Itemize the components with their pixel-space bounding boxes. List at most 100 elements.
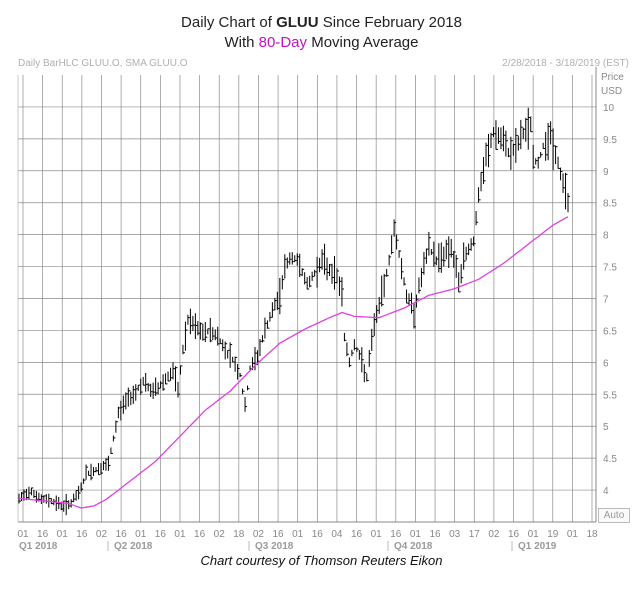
price-bar: [473, 236, 476, 247]
price-bar: [547, 122, 551, 161]
price-bar: [423, 252, 426, 275]
price-bar: [555, 145, 558, 165]
x-tick-label: 01: [528, 529, 540, 540]
y-axis-title-currency: USD: [601, 86, 622, 97]
x-tick-label: 16: [429, 529, 441, 540]
price-bar: [266, 320, 270, 329]
price-bar: [381, 275, 384, 307]
price-bar: [102, 461, 106, 471]
price-bar: [217, 326, 220, 346]
price-bar: [120, 400, 123, 421]
price-bar: [448, 236, 451, 269]
y-axis-title-price: Price: [601, 72, 624, 83]
price-bar: [48, 493, 51, 508]
price-bar: [463, 242, 466, 270]
x-tick-label: 16: [76, 529, 88, 540]
price-bar: [105, 458, 108, 471]
price-bar: [314, 269, 317, 277]
price-bar: [468, 243, 471, 256]
price-bar: [254, 347, 257, 371]
y-tick-label: 8.5: [603, 199, 617, 210]
price-bar: [450, 239, 454, 258]
price-bar: [95, 467, 99, 473]
price-bar: [522, 127, 526, 139]
price-bar: [115, 420, 118, 433]
price-bar: [137, 384, 141, 391]
price-bar: [93, 467, 96, 476]
price-bar: [433, 241, 436, 268]
price-bar: [165, 373, 168, 385]
price-bar: [478, 187, 481, 203]
price-bar: [346, 342, 349, 357]
price-bar: [175, 366, 178, 392]
axes: 4 4.5 5 5.5 6 6.5 7 7.5 8 8.5 9 9.5 10 01 16 01 16 02 16 01…: [17, 67, 617, 552]
price-bar: [401, 258, 404, 280]
price-bar: [150, 383, 153, 398]
y-tick-label: 7: [603, 295, 609, 306]
price-bar: [162, 374, 166, 391]
price-bar: [517, 135, 521, 151]
price-bar: [443, 246, 446, 267]
price-bar: [363, 364, 367, 383]
price-bar: [199, 322, 203, 340]
price-bar: [488, 133, 491, 168]
price-bar: [299, 253, 302, 277]
price-bar: [247, 385, 250, 391]
price-bar: [264, 317, 267, 339]
price-bar: [259, 339, 262, 357]
price-bar: [110, 447, 113, 454]
price-bar: [68, 500, 71, 510]
price-bar: [28, 486, 31, 500]
price-bar: [550, 121, 553, 145]
price-bar: [147, 382, 151, 392]
price-bar: [194, 313, 198, 340]
price-bar: [331, 263, 335, 284]
price-bar: [197, 321, 200, 336]
price-bar: [353, 339, 357, 351]
x-tick-label: 16: [194, 529, 206, 540]
price-bar: [45, 494, 49, 504]
x-tick-label: 16: [312, 529, 324, 540]
price-bar: [239, 372, 243, 378]
price-bar: [527, 107, 531, 150]
price-bar: [269, 311, 272, 322]
price-bar: [343, 332, 347, 342]
price-bar: [207, 328, 210, 335]
price-bar: [227, 349, 230, 359]
price-bar: [145, 372, 148, 392]
price-bar: [78, 485, 81, 500]
price-bar: [130, 391, 133, 406]
grid: [18, 75, 596, 522]
price-bar: [152, 382, 156, 399]
price-bar: [97, 463, 101, 476]
auto-scale-button[interactable]: Auto: [598, 508, 630, 523]
price-bar: [184, 321, 188, 351]
price-bar: [348, 357, 352, 368]
price-bar: [329, 263, 332, 276]
price-bar: [492, 127, 496, 138]
price-bar: [88, 470, 91, 476]
x-tick-label: 16: [351, 529, 363, 540]
price-bar: [505, 130, 508, 157]
price-bar: [202, 323, 205, 341]
price-bar: [214, 329, 218, 341]
price-bar: [83, 478, 86, 484]
price-bar: [132, 385, 136, 404]
price-bar: [391, 235, 394, 255]
price-bar: [189, 308, 193, 335]
price-bar: [309, 275, 312, 288]
y-tick-label: 6: [603, 358, 609, 369]
price-bar: [142, 376, 146, 386]
price-bar: [358, 349, 362, 360]
date-range-label: 2/28/2018 - 3/18/2019 (EST): [502, 58, 629, 69]
price-bar: [289, 252, 292, 265]
x-tick-label: 01: [174, 529, 186, 540]
price-bar: [351, 349, 354, 357]
price-bar: [507, 147, 511, 158]
price-bar: [179, 365, 183, 375]
price-bar: [445, 239, 449, 260]
x-tick-label: 03: [449, 529, 461, 540]
x-tick-label: 01: [371, 529, 383, 540]
price-bar: [388, 254, 392, 266]
